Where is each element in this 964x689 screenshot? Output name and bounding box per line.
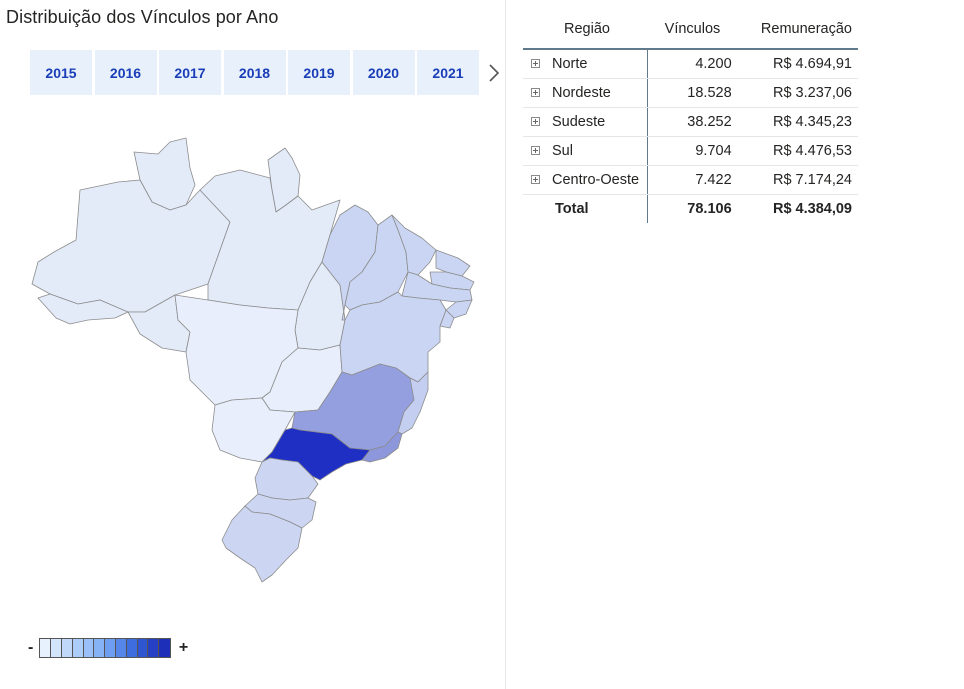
- state-acre[interactable]: [37, 293, 129, 325]
- visual-title: Distribuição dos Vínculos por Ano: [6, 7, 279, 27]
- table-row[interactable]: Nordeste 18.528 R$ 3.237,06: [523, 78, 858, 108]
- state-rio-de-janeiro[interactable]: [361, 431, 403, 463]
- state-sao-paulo[interactable]: [261, 427, 371, 481]
- legend-min-label: -: [28, 639, 34, 656]
- expand-icon[interactable]: [531, 88, 540, 97]
- year-tab-2019[interactable]: 2019: [288, 50, 350, 95]
- region-cell: Sul: [523, 136, 648, 166]
- region-cell: Nordeste: [523, 78, 648, 108]
- vinculos-cell: 9.704: [647, 136, 738, 166]
- table-row[interactable]: Norte 4.200 R$ 4.694,91: [523, 49, 858, 79]
- vinculos-cell: 4.200: [647, 49, 738, 79]
- expand-icon[interactable]: [531, 59, 540, 68]
- table-row[interactable]: Sudeste 38.252 R$ 4.345,23: [523, 107, 858, 137]
- remuneracao-cell: R$ 4.694,91: [737, 49, 858, 79]
- vinculos-cell: 7.422: [647, 165, 738, 195]
- state-ceara[interactable]: [391, 214, 437, 276]
- expand-icon[interactable]: [531, 146, 540, 155]
- state-espirito-santo[interactable]: [397, 371, 429, 435]
- legend-swatch: [94, 639, 106, 657]
- state-parana[interactable]: [254, 457, 319, 501]
- color-legend: - +: [28, 636, 188, 660]
- year-tab-2018[interactable]: 2018: [223, 50, 286, 95]
- column-header-remuneracao[interactable]: Remuneração: [737, 10, 858, 50]
- total-remuneracao-cell: R$ 4.384,09: [772, 201, 852, 217]
- legend-scale: [39, 638, 171, 658]
- table-header-row: Região Vínculos Remuneração: [523, 10, 858, 50]
- region-name: Sul: [552, 143, 573, 159]
- vinculos-cell: 18.528: [647, 78, 738, 108]
- vinculos-cell: 38.252: [647, 107, 738, 137]
- region-name: Centro-Oeste: [552, 172, 640, 188]
- legend-swatch: [83, 639, 95, 657]
- region-matrix: Região Vínculos Remuneração Norte 4.200 …: [523, 10, 859, 223]
- map-visual: Distribuição dos Vínculos por Ano 2015 2…: [6, 0, 506, 689]
- legend-swatch: [105, 639, 116, 657]
- legend-swatch: [72, 639, 84, 657]
- legend-swatch: [148, 639, 160, 657]
- legend-swatch: [40, 639, 52, 657]
- total-label-cell: Total: [523, 194, 648, 223]
- region-cell: Sudeste: [523, 107, 648, 137]
- region-name: Nordeste: [552, 85, 611, 101]
- remuneracao-cell: R$ 3.237,06: [737, 78, 858, 108]
- remuneracao-cell: R$ 4.345,23: [737, 107, 858, 137]
- brazil-map: [31, 137, 475, 583]
- state-rio-grande-do-sul[interactable]: [221, 505, 303, 583]
- remuneracao-cell: R$ 7.174,24: [737, 165, 858, 195]
- legend-swatch: [61, 639, 73, 657]
- expand-icon[interactable]: [531, 175, 540, 184]
- column-header-vinculos[interactable]: Vínculos: [647, 10, 738, 50]
- year-tab-2015[interactable]: 2015: [30, 50, 92, 95]
- legend-swatch: [126, 639, 138, 657]
- state-amazonas[interactable]: [31, 179, 231, 313]
- year-tab-2021[interactable]: 2021: [417, 50, 479, 95]
- expand-icon[interactable]: [531, 117, 540, 126]
- remuneracao-cell: R$ 4.476,53: [737, 136, 858, 166]
- legend-swatch: [137, 639, 149, 657]
- chevron-right-icon[interactable]: [484, 62, 504, 84]
- legend-swatch: [51, 639, 62, 657]
- table-row[interactable]: Sul 9.704 R$ 4.476,53: [523, 136, 858, 166]
- state-alagoas[interactable]: [445, 299, 473, 319]
- region-name: Norte: [552, 56, 588, 72]
- total-row: Total 78.106 R$ 4.384,09: [523, 194, 858, 223]
- year-slicer: 2015 2016 2017 2018 2019 2020 2021: [30, 50, 482, 95]
- year-tab-2020[interactable]: 2020: [352, 50, 415, 95]
- table-row[interactable]: Centro-Oeste 7.422 R$ 7.174,24: [523, 165, 858, 195]
- column-header-regiao[interactable]: Região: [523, 10, 648, 50]
- legend-swatch: [115, 639, 127, 657]
- total-vinculos-cell: 78.106: [687, 201, 732, 217]
- legend-swatch: [159, 639, 170, 657]
- region-name: Sudeste: [552, 114, 606, 130]
- year-tab-2017[interactable]: 2017: [159, 50, 221, 95]
- region-cell: Centro-Oeste: [523, 165, 648, 195]
- legend-max-label: +: [178, 639, 189, 656]
- year-tab-2016[interactable]: 2016: [94, 50, 157, 95]
- total-label: Total: [555, 201, 589, 217]
- region-cell: Norte: [523, 49, 648, 79]
